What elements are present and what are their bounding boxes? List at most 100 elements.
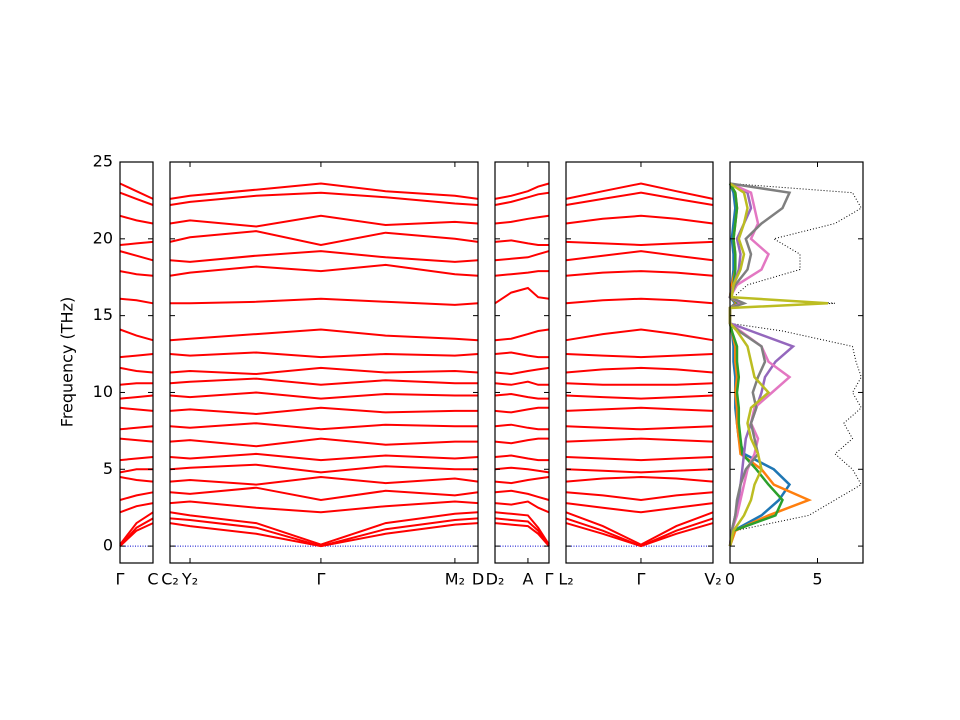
band-line <box>169 475 479 486</box>
band-line <box>565 250 714 262</box>
band-line <box>565 240 714 247</box>
band-line <box>169 422 478 431</box>
band-line <box>494 380 549 386</box>
y-tick-label: 20 <box>93 228 113 247</box>
band-line <box>169 406 478 416</box>
band-line <box>494 392 549 400</box>
band-line <box>494 214 550 225</box>
band-line <box>565 270 714 277</box>
panel-frame <box>169 161 479 564</box>
x-tick-label: M₂ <box>445 570 465 589</box>
dos-line <box>728 183 792 547</box>
x-tick-label: C <box>147 570 158 589</box>
band-line <box>169 328 479 342</box>
band-line <box>494 270 549 277</box>
band-line <box>119 468 153 474</box>
band-line <box>169 250 479 263</box>
band-line <box>565 353 714 359</box>
band-line <box>565 517 714 548</box>
dos-line <box>729 183 862 547</box>
band-line <box>169 452 479 462</box>
x-tick-label: D <box>472 570 484 589</box>
band-line <box>169 191 479 206</box>
band-line <box>494 423 549 431</box>
band-line <box>119 366 154 374</box>
band-line <box>494 500 550 514</box>
x-tick-label: 5 <box>812 570 822 589</box>
band-line <box>119 250 154 262</box>
band-line <box>565 366 714 374</box>
dos-line <box>728 182 784 547</box>
band-line <box>119 511 154 546</box>
band-line <box>169 437 478 448</box>
x-tick-label: Y₂ <box>181 570 198 589</box>
y-tick-label: 10 <box>93 382 113 401</box>
x-tick-label: Γ <box>116 570 125 589</box>
panel-frame <box>119 161 154 564</box>
x-tick-label: 0 <box>725 570 735 589</box>
band-line <box>119 394 154 400</box>
y-tick-label: 25 <box>93 152 113 171</box>
band-line <box>119 437 154 443</box>
band-line <box>119 491 154 501</box>
band-line <box>565 468 714 474</box>
band-line <box>494 328 550 342</box>
band-line <box>119 517 154 547</box>
band-line <box>565 394 714 400</box>
band-line <box>169 366 479 376</box>
band-line <box>565 328 714 342</box>
y-axis-label: Frequency (THz) <box>58 297 77 427</box>
band-line <box>565 182 714 200</box>
band-line <box>169 351 479 359</box>
band-line <box>494 182 550 200</box>
band-line <box>565 456 714 462</box>
band-line <box>565 425 714 431</box>
band-line <box>170 297 479 306</box>
band-line <box>494 406 549 414</box>
band-line <box>565 382 714 386</box>
band-line <box>169 214 479 228</box>
band-line <box>494 239 549 246</box>
band-line <box>169 463 478 474</box>
band-line <box>565 214 714 225</box>
x-tick-label: L₂ <box>558 570 573 589</box>
band-line <box>119 328 154 342</box>
band-line <box>494 522 550 547</box>
band-line <box>119 191 154 206</box>
band-line <box>169 486 479 502</box>
x-tick-label: Γ <box>545 570 554 589</box>
dos-line <box>728 182 792 547</box>
band-line <box>169 263 479 277</box>
panel-frame <box>494 161 550 564</box>
band-line <box>565 502 714 514</box>
band-line <box>565 511 714 546</box>
x-tick-label: A <box>522 570 533 589</box>
panel-frame <box>729 161 864 564</box>
band-line <box>119 353 154 359</box>
band-line <box>119 182 154 200</box>
band-line <box>119 270 154 277</box>
band-line <box>494 489 550 501</box>
band-line <box>565 191 714 206</box>
y-tick-label: 0 <box>103 536 113 555</box>
band-line <box>494 511 550 546</box>
band-line <box>565 437 714 443</box>
y-tick-label: 5 <box>103 459 113 478</box>
band-line <box>119 406 154 412</box>
band-line <box>169 500 479 514</box>
band-line <box>119 456 154 462</box>
x-tick-label: Γ <box>316 570 325 589</box>
panel-frame <box>565 161 714 564</box>
band-line <box>119 240 154 246</box>
x-tick-label: D₂ <box>486 570 505 589</box>
dos-line <box>728 182 829 547</box>
band-line <box>494 351 549 359</box>
x-tick-label: C₂ <box>161 570 179 589</box>
band-line <box>119 214 154 225</box>
band-line <box>169 511 479 546</box>
y-tick-label: 15 <box>93 305 113 324</box>
band-line <box>494 437 549 445</box>
band-line <box>494 366 550 376</box>
